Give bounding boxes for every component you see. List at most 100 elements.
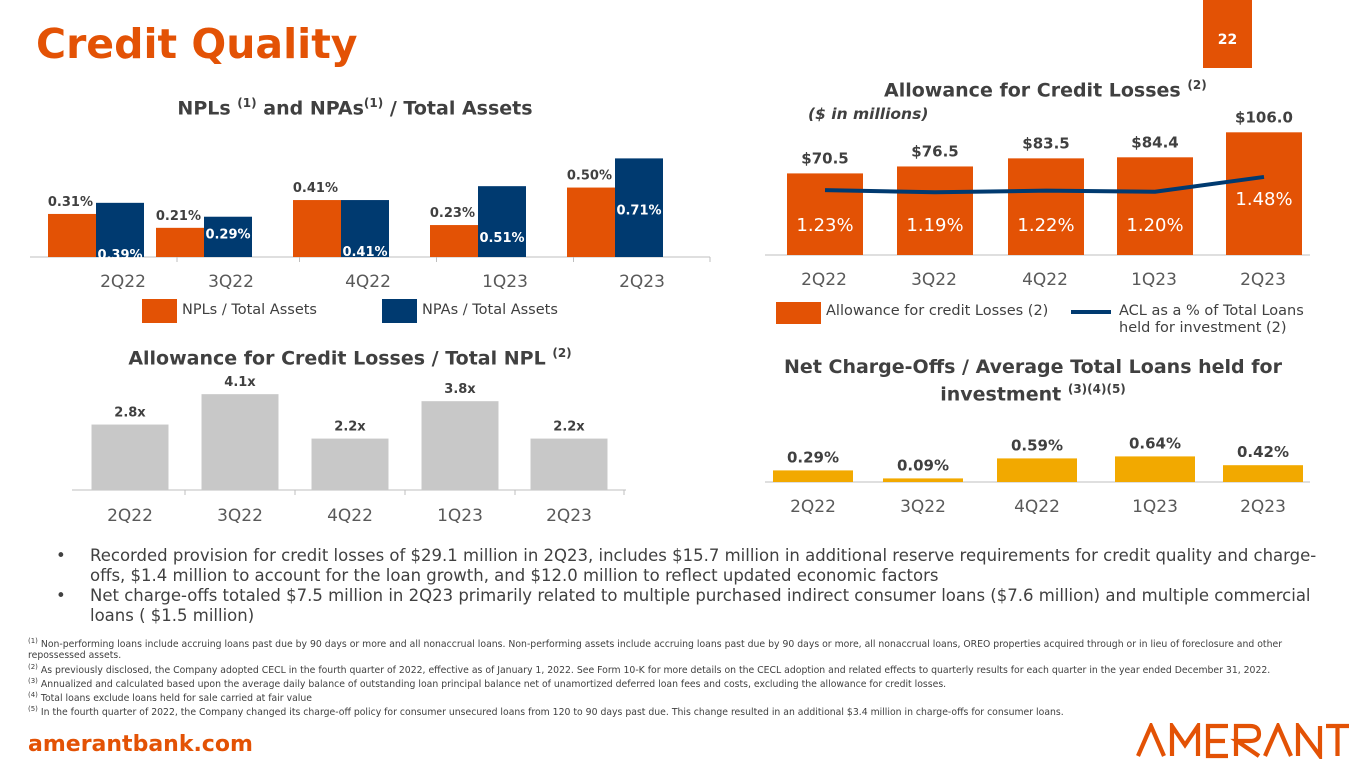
x-tick-label: 4Q22 [1022,270,1068,290]
x-tick-label: 4Q22 [327,506,373,526]
nco-bar [1115,456,1195,482]
npl-title-part2: and NPAs [263,97,364,120]
nco-data-label: 0.64% [1129,434,1181,452]
footnote-num: (5) [28,705,38,714]
x-tick-label: 1Q23 [482,272,528,292]
ratio-data-label: 2.2x [553,420,585,435]
website-link[interactable]: amerantbank.com [28,732,253,757]
npl-bar [48,213,96,257]
nco-chart-title: Net Charge-Offs / Average Total Loans he… [750,356,1316,405]
ratio-bar [421,401,499,490]
npl-data-label: 0.21% [156,209,201,224]
ratio-data-label: 2.2x [334,420,366,435]
footnote-num: (1) [28,637,38,645]
acl-data-label: $106.0 [1235,110,1293,126]
npl-title-part3: / Total Assets [389,97,533,120]
acl-pct-label: 1.19% [906,215,963,236]
npl-bar [293,200,341,257]
npa-bar [96,202,144,257]
acl-subtitle: ($ in millions) [808,105,929,123]
nco-bar [997,458,1077,482]
npl-title-sup1: (1) [237,96,257,110]
nco-bar [773,470,853,482]
legend-npl-label: NPLs / Total Assets [182,302,317,318]
acl-title-text: Allowance for Credit Losses [884,79,1181,102]
acl-bar [787,173,863,255]
footnote-text: Non-performing loans include accruing lo… [28,639,1283,662]
npl-chart-title: NPLs (1) and NPAs(1) / Total Assets [0,96,710,119]
x-tick-label: 2Q23 [1240,270,1286,290]
npl-data-label: 0.50% [567,169,612,184]
footnote-item: (3) Annualized and calculated based upon… [28,676,1328,690]
bullet-item: Recorded provision for credit losses of … [52,546,1332,586]
x-tick-label: 2Q23 [619,272,665,292]
acl-pct-label: 1.20% [1126,215,1183,236]
npa-data-label: 0.41% [342,245,387,260]
x-tick-label: 2Q23 [1240,497,1286,517]
x-tick-label: 2Q22 [801,270,847,290]
ratio-data-label: 3.8x [444,382,476,397]
acl-bar [1117,157,1193,255]
x-tick-label: 3Q22 [208,272,254,292]
acl-data-label: $84.4 [1131,133,1178,151]
bullet-item: Net charge-offs totaled $7.5 million in … [52,586,1332,626]
acl-data-label: $70.5 [801,149,848,167]
nco-bar [883,478,963,482]
acl-pct-label: 1.48% [1235,189,1292,210]
npa-data-label: 0.71% [616,203,661,218]
legend-npa-label: NPAs / Total Assets [422,302,558,318]
x-tick-label: 1Q23 [1132,497,1178,517]
legend-acl-line-swatch [1071,310,1111,314]
footnotes: (1) Non-performing loans include accruin… [28,636,1328,719]
footnote-num: (2) [28,662,38,671]
legend-acl-bar-swatch [776,302,821,324]
acl-bar [1226,132,1302,255]
footnote-text: Annualized and calculated based upon the… [37,678,947,690]
nco-chart: 0.29% 2Q22 0.09% 3Q22 0.59% 4Q22 0.64% 1Q23 0.42… [765,434,1310,517]
acl-bar [1008,158,1084,255]
footnote-text: In the fourth quarter of 2022, the Compa… [37,707,1064,719]
npl-title-part1: NPLs [177,97,231,120]
bullet-list: Recorded provision for credit losses of … [52,546,1332,626]
legend-npa-swatch [382,299,417,323]
footnote-text: Total loans exclude loans held for sale … [37,693,312,705]
acl-pct-line [824,174,1265,195]
footnote-item: (1) Non-performing loans include accruin… [28,636,1328,662]
nco-title-sup: (3)(4)(5) [1067,382,1126,396]
ratio-bar [201,394,279,490]
footnote-num: (3) [28,676,38,685]
ratio-chart-title: Allowance for Credit Losses / Total NPL … [0,346,700,369]
x-tick-label: 1Q23 [437,506,483,526]
footnote-text: As previously disclosed, the Company ado… [37,664,1271,676]
npa-data-label: 0.39% [97,248,142,263]
legend-acl-line-label: ACL as a % of Total Loans held for inves… [1119,303,1304,337]
x-tick-label: 4Q22 [345,272,391,292]
x-tick-label: 3Q22 [217,506,263,526]
npa-bar [204,216,252,257]
acl-pct-label: 1.23% [796,215,853,236]
legend-acl-bar-label: Allowance for credit Losses (2) [826,303,1049,319]
page-title: Credit Quality [36,20,358,68]
acl-title-sup: (2) [1187,78,1207,92]
npl-bar [430,225,478,257]
npa-bar [341,200,389,257]
ratio-title-sup: (2) [552,346,572,360]
npl-data-label: 0.31% [48,195,93,210]
ratio-bar [530,438,608,490]
npl-bar [156,227,204,257]
nco-data-label: 0.42% [1237,443,1289,461]
npl-data-label: 0.41% [293,181,338,196]
nco-title-line1: Net Charge-Offs / Average Total Loans he… [784,356,1282,378]
npa-bar [478,186,526,257]
nco-data-label: 0.59% [1011,436,1063,454]
npl-npa-chart: 2Q22 0.31% 0.39% 3Q22 0.21% 0.29% 4Q22 0.41% 0.4… [30,158,711,292]
acl-chart: $70.5 2Q22 1.23% $76.5 3Q22 1.19% $83.5 4Q22 1.2… [765,110,1310,290]
acl-npl-chart: 2.8x 2Q22 4.1x 3Q22 2.2x 4Q22 3.8x 1Q23 2.2x 2Q23 [72,375,626,526]
footnote-item: (5) In the fourth quarter of 2022, the C… [28,704,1328,718]
acl-pct-label: 1.22% [1017,215,1074,236]
footnote-item: (2) As previously disclosed, the Company… [28,662,1328,676]
x-tick-label: 3Q22 [900,497,946,517]
acl-bar [897,166,973,255]
ratio-bar [311,438,389,490]
x-tick-label: 3Q22 [911,270,957,290]
